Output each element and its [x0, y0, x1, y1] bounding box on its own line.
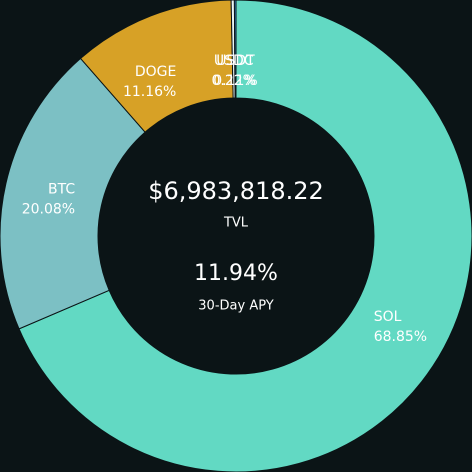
segment-name: DOGE: [135, 64, 177, 80]
segment-percent: 20.08%: [22, 201, 75, 217]
apy-value: 11.94%: [194, 261, 278, 286]
segment: [0, 57, 146, 330]
segment-name: BTC: [48, 181, 75, 197]
segment-name: USDT: [216, 53, 255, 69]
segment-percent: 11.16%: [123, 84, 176, 100]
segment-name: SOL: [374, 309, 402, 325]
tvl-label: TVL: [223, 216, 249, 231]
apy-label: 30-Day APY: [198, 299, 273, 314]
donut-hole: [98, 98, 374, 374]
segment-percent: 68.85%: [374, 329, 427, 345]
segment-name: USDC: [214, 53, 254, 69]
segment-percent: 0.11%: [213, 73, 257, 89]
segment-percent: 0.22%: [211, 73, 255, 89]
tvl-value: $6,983,818.22: [148, 177, 324, 205]
